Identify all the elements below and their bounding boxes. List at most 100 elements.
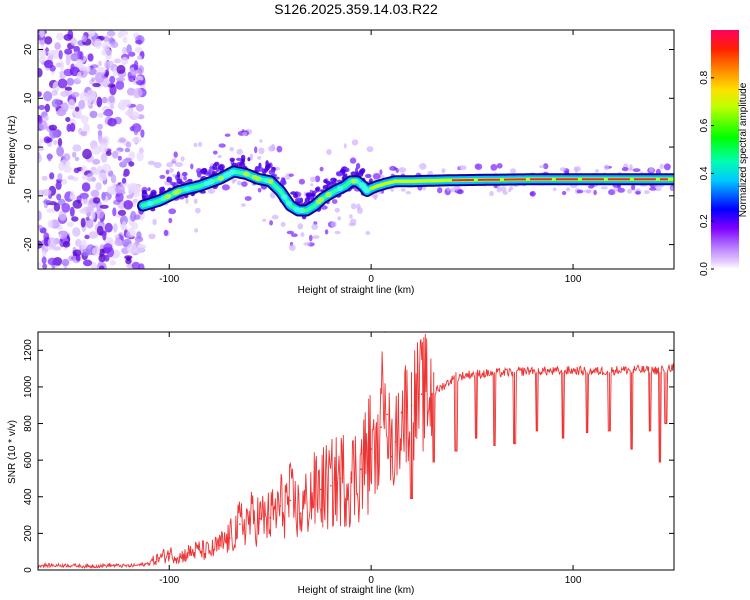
noise-blob: [117, 155, 122, 161]
ridge-spot: [147, 201, 153, 206]
noise-blob: [140, 83, 146, 90]
band-blob: [280, 177, 286, 183]
snr-point: [309, 495, 312, 497]
noise-blob: [133, 60, 139, 72]
noise-blob: [108, 95, 115, 104]
scatter-blob: [629, 164, 633, 171]
scatter-blob: [331, 199, 338, 204]
noise-blob: [51, 89, 58, 96]
band-blob: [331, 181, 337, 185]
colorbar-tick-label: 0.0: [699, 262, 710, 276]
noise-blob: [121, 56, 129, 65]
noise-blob: [118, 137, 127, 143]
scatter-blob: [621, 167, 629, 172]
noise-blob: [100, 152, 108, 163]
ridge-spot: [243, 171, 250, 177]
scatter-blob: [595, 169, 600, 173]
scatter-blob: [600, 186, 608, 190]
scatter-blob: [603, 164, 610, 171]
noise-blob: [46, 208, 56, 213]
noise-blob: [80, 217, 86, 228]
noise-blob: [134, 69, 141, 75]
snr-point: [441, 386, 443, 388]
noise-blob: [43, 59, 54, 69]
scatter-blob: [446, 187, 450, 192]
noise-blob: [114, 58, 121, 64]
noise-blob: [67, 30, 74, 40]
noise-blob: [38, 105, 46, 110]
scatter-blob: [649, 167, 654, 173]
scatter-blob: [241, 181, 248, 187]
band-blob: [325, 180, 332, 185]
band-blob: [181, 171, 188, 177]
scatter-blob: [573, 166, 581, 172]
noise-blob: [57, 137, 63, 147]
noise-blob: [98, 60, 103, 67]
ridge-spot: [163, 194, 170, 200]
scatter-blob: [644, 190, 650, 195]
y-tick-label: 800: [23, 415, 34, 432]
snr-point: [572, 369, 574, 372]
scatter-blob: [168, 168, 174, 173]
scatter-blob: [166, 162, 173, 168]
noise-blob: [76, 59, 84, 69]
noise-blob: [112, 67, 118, 77]
snr-point: [531, 369, 534, 372]
snr-point: [592, 370, 594, 373]
noise-blob: [117, 32, 124, 39]
scatter-blob: [148, 233, 156, 240]
scatter-blob: [372, 173, 381, 180]
snr-point: [279, 505, 282, 507]
band-blob: [217, 164, 224, 171]
noise-blob: [90, 189, 100, 198]
scatter-blob: [585, 189, 592, 194]
noise-blob: [57, 173, 63, 181]
ridge-spot: [281, 194, 288, 200]
scatter-blob: [276, 145, 283, 153]
noise-blob: [125, 231, 131, 239]
noise-blob: [73, 45, 80, 53]
noise-blob: [56, 193, 62, 201]
band-blob: [196, 171, 202, 178]
scatter-blob: [319, 166, 324, 172]
noise-blob: [75, 106, 80, 112]
noise-blob: [126, 243, 137, 255]
noise-blob: [75, 238, 82, 247]
noise-blob: [130, 184, 138, 193]
y-tick-label: 1000: [23, 375, 34, 398]
ridge-spot: [175, 188, 182, 194]
scatter-blob: [326, 149, 332, 155]
noise-blob: [59, 60, 65, 71]
noise-blob: [56, 109, 67, 117]
scatter-blob: [529, 192, 535, 196]
scatter-blob: [379, 169, 383, 175]
snr-point: [340, 477, 342, 480]
scatter-blob: [631, 184, 636, 191]
scatter-blob: [371, 192, 379, 199]
noise-blob: [65, 117, 71, 122]
scatter-blob: [269, 220, 273, 226]
scatter-blob: [349, 214, 353, 219]
noise-blob: [38, 224, 43, 230]
y-tick-label: 200: [23, 525, 34, 542]
scatter-blob: [617, 187, 625, 193]
noise-blob: [72, 199, 83, 209]
snr-point: [632, 368, 635, 371]
scatter-blob: [309, 234, 313, 242]
colorbar-tick-label: 0.6: [699, 118, 710, 132]
noise-blob: [110, 174, 117, 184]
noise-blob: [137, 244, 145, 254]
noise-blob: [60, 159, 71, 167]
snr-point: [208, 550, 211, 553]
noise-blob: [38, 153, 42, 164]
scatter-blob: [258, 147, 265, 155]
noise-blob: [112, 207, 117, 217]
noise-blob: [61, 203, 71, 213]
snr-point: [198, 549, 201, 551]
noise-blob: [58, 210, 67, 221]
noise-blob: [72, 144, 82, 152]
noise-blob: [111, 150, 119, 159]
band-blob: [290, 191, 297, 195]
scatter-blob: [393, 167, 397, 171]
scatter-blob: [303, 242, 311, 246]
